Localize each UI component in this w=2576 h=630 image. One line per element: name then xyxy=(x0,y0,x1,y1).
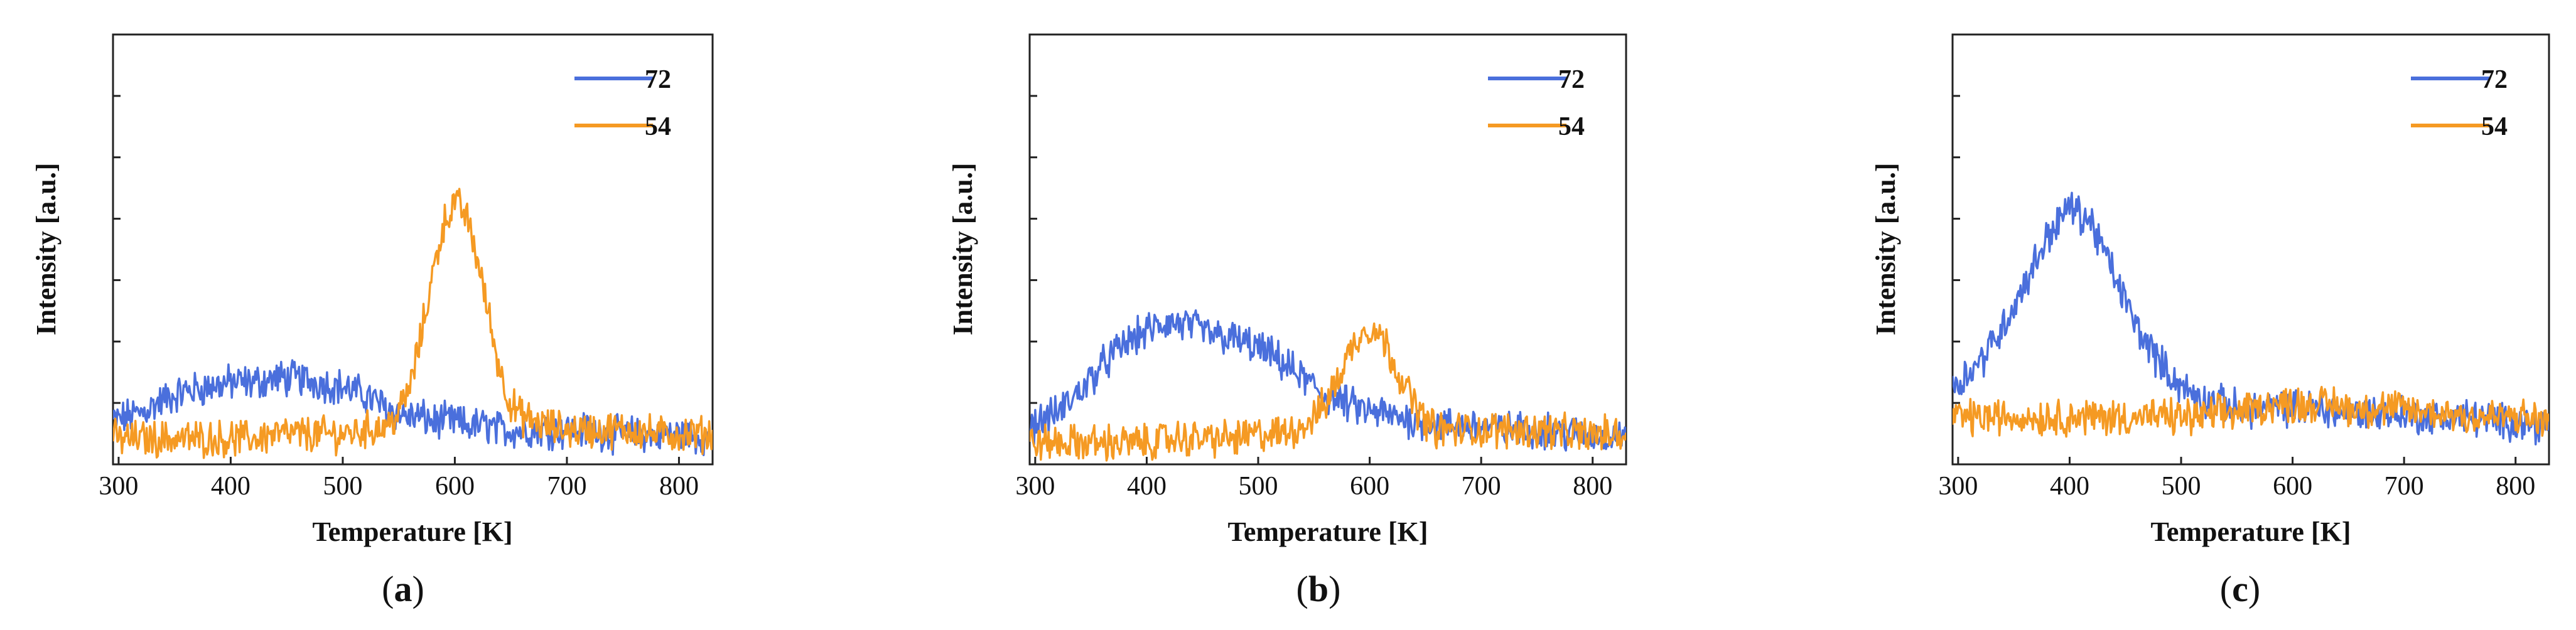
y-ticks xyxy=(113,33,121,466)
panel-letter: c xyxy=(2232,569,2248,609)
series-line-54 xyxy=(1953,385,2549,438)
panel-letter: b xyxy=(1308,569,1328,609)
y-ticks xyxy=(1030,33,1037,466)
panel-label: (a) xyxy=(382,569,424,609)
x-tick-label: 600 xyxy=(1350,472,1389,501)
series-line-72 xyxy=(1953,191,2549,446)
x-axis-title: Temperature [K] xyxy=(1228,516,1428,547)
legend-label-72: 72 xyxy=(1558,65,1585,94)
x-tick-label: 600 xyxy=(435,472,475,501)
series-group xyxy=(113,188,713,459)
x-axis-title: Temperature [K] xyxy=(313,516,513,547)
legend-label-54: 54 xyxy=(2481,112,2508,141)
x-tick-label: 800 xyxy=(1573,472,1612,501)
series-line-72 xyxy=(113,359,713,456)
plot-frame xyxy=(1028,33,1627,466)
y-axis-title: Intensity [a.u.] xyxy=(31,163,62,335)
x-tick-label: 700 xyxy=(1462,472,1501,501)
panel-label: (c) xyxy=(2220,569,2260,609)
x-tick-label: 800 xyxy=(2496,472,2535,501)
series-group xyxy=(1953,191,2549,446)
panel-letter: a xyxy=(394,569,412,609)
x-tick-label: 400 xyxy=(2050,472,2089,501)
x-tick-label: 500 xyxy=(2162,472,2201,501)
x-axis-title: Temperature [K] xyxy=(2151,516,2351,547)
legend-label-54: 54 xyxy=(1558,112,1585,141)
plot-frame xyxy=(1951,33,2550,466)
legend: 72 54 xyxy=(1488,65,1585,141)
series-line-72 xyxy=(1030,309,1626,452)
panel-label: (b) xyxy=(1296,569,1341,609)
x-ticks: 300 400 500 600 700 800 xyxy=(1015,457,1612,501)
legend-label-72: 72 xyxy=(645,65,671,94)
legend: 72 54 xyxy=(2411,65,2508,141)
legend-label-54: 54 xyxy=(645,112,671,141)
x-tick-label: 500 xyxy=(1239,472,1278,501)
x-tick-label: 300 xyxy=(1015,472,1055,501)
x-ticks: 300 400 500 600 700 800 xyxy=(99,457,699,501)
series-group xyxy=(1030,309,1626,462)
y-axis-title: Intensity [a.u.] xyxy=(1870,163,1901,335)
legend: 72 54 xyxy=(574,65,671,141)
series-line-54 xyxy=(113,188,713,459)
x-tick-label: 500 xyxy=(323,472,362,501)
series-line-54 xyxy=(1030,322,1626,462)
y-axis-title: Intensity [a.u.] xyxy=(947,163,978,335)
x-tick-label: 300 xyxy=(1938,472,1978,501)
x-tick-label: 300 xyxy=(99,472,138,501)
x-tick-label: 700 xyxy=(547,472,586,501)
x-tick-label: 700 xyxy=(2385,472,2424,501)
x-tick-label: 400 xyxy=(1127,472,1167,501)
x-tick-label: 600 xyxy=(2273,472,2312,501)
y-ticks xyxy=(1953,33,1960,466)
plot-frame xyxy=(112,33,714,466)
x-ticks: 300 400 500 600 700 800 xyxy=(1938,457,2535,501)
legend-label-72: 72 xyxy=(2481,65,2508,94)
x-tick-label: 800 xyxy=(659,472,699,501)
x-tick-label: 400 xyxy=(211,472,251,501)
